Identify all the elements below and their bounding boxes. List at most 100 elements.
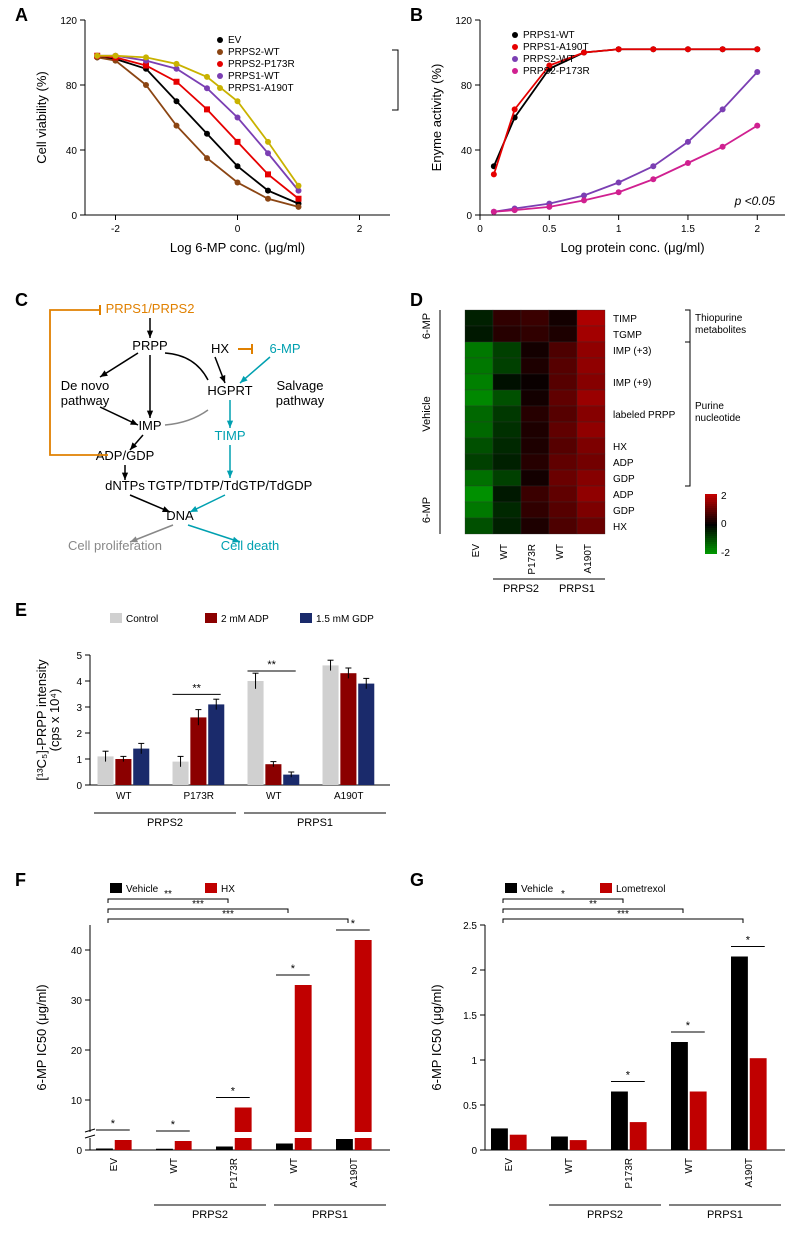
svg-text:PRPP: PRPP xyxy=(132,338,167,353)
svg-text:*: * xyxy=(291,963,296,975)
svg-text:PRPS1-A190T: PRPS1-A190T xyxy=(523,42,589,53)
svg-text:pathway: pathway xyxy=(61,393,110,408)
svg-text:metabolites: metabolites xyxy=(695,325,746,336)
svg-text:0: 0 xyxy=(76,781,82,792)
svg-text:Cell death: Cell death xyxy=(221,538,280,553)
svg-text:*: * xyxy=(626,1070,631,1082)
svg-text:2: 2 xyxy=(471,966,477,977)
svg-text:2: 2 xyxy=(754,224,760,235)
svg-text:*: * xyxy=(171,1119,176,1131)
svg-text:dNTPs: dNTPs xyxy=(105,478,145,493)
svg-text:0: 0 xyxy=(477,224,483,235)
svg-text:HX: HX xyxy=(211,341,229,356)
svg-text:PRPS2-WT: PRPS2-WT xyxy=(523,54,575,65)
svg-text:EV: EV xyxy=(228,35,242,46)
svg-text:P173R: P173R xyxy=(183,791,214,802)
svg-text:HGPRT: HGPRT xyxy=(207,383,252,398)
svg-text:0: 0 xyxy=(71,211,77,222)
svg-text:6-MP: 6-MP xyxy=(269,341,300,356)
svg-text:0: 0 xyxy=(466,211,472,222)
svg-text:EV: EV xyxy=(109,1158,120,1172)
svg-text:HX: HX xyxy=(613,442,627,453)
svg-text:Log protein conc. (μg/ml): Log protein conc. (μg/ml) xyxy=(560,240,704,255)
svg-text:PRPS1/PRPS2: PRPS1/PRPS2 xyxy=(106,301,195,316)
svg-text:Salvage: Salvage xyxy=(277,378,324,393)
svg-text:2: 2 xyxy=(357,224,363,235)
svg-text:*: * xyxy=(746,935,751,947)
svg-text:(cps x 10⁴): (cps x 10⁴) xyxy=(47,689,62,752)
svg-text:Control: Control xyxy=(126,614,158,625)
svg-text:-2: -2 xyxy=(111,224,120,235)
panel-c-diagram: PRPS1/PRPS2PRPPDe novopathwayIMPADP/GDPd… xyxy=(30,295,400,595)
svg-text:pathway: pathway xyxy=(276,393,325,408)
svg-text:80: 80 xyxy=(66,81,78,92)
svg-text:PRPS2-WT: PRPS2-WT xyxy=(228,47,280,58)
svg-text:*: * xyxy=(686,1020,691,1032)
svg-text:3: 3 xyxy=(76,703,82,714)
svg-text:*: * xyxy=(111,1118,116,1130)
svg-text:*: * xyxy=(561,889,565,900)
figure-root: A -20204080120Log 6-MP conc. (μg/ml)Cell… xyxy=(0,0,800,1260)
svg-text:6-MP IC50 (μg/ml): 6-MP IC50 (μg/ml) xyxy=(34,984,49,1090)
svg-text:0.5: 0.5 xyxy=(463,1101,477,1112)
svg-text:1: 1 xyxy=(616,224,622,235)
svg-text:4: 4 xyxy=(76,677,82,688)
svg-text:**: ** xyxy=(589,899,597,910)
svg-text:A190T: A190T xyxy=(744,1158,755,1187)
panel-f-chart: 0102030406-MP IC50 (μg/ml)*EV*WT*P173R*W… xyxy=(30,875,400,1245)
svg-text:80: 80 xyxy=(461,81,473,92)
svg-text:2 mM ADP: 2 mM ADP xyxy=(221,614,269,625)
svg-text:*: * xyxy=(351,918,356,930)
svg-text:P173R: P173R xyxy=(624,1158,635,1189)
svg-text:1: 1 xyxy=(76,755,82,766)
svg-text:WT: WT xyxy=(499,544,510,560)
svg-text:labeled PRPP: labeled PRPP xyxy=(613,410,676,421)
svg-text:WT: WT xyxy=(684,1158,695,1174)
panel-b-chart: 00.511.5204080120Log protein conc. (μg/m… xyxy=(425,10,795,270)
svg-text:A190T: A190T xyxy=(334,791,363,802)
svg-text:PRPS2: PRPS2 xyxy=(192,1209,228,1221)
svg-text:Vehicle: Vehicle xyxy=(126,884,159,895)
svg-text:DNA: DNA xyxy=(166,508,194,523)
svg-text:ADP: ADP xyxy=(613,490,634,501)
svg-text:PRPS1: PRPS1 xyxy=(559,583,595,595)
svg-text:PRPS1-A190T: PRPS1-A190T xyxy=(228,83,294,94)
svg-text:WT: WT xyxy=(266,791,282,802)
svg-text:De novo: De novo xyxy=(61,378,109,393)
svg-text:WT: WT xyxy=(169,1158,180,1174)
svg-text:A190T: A190T xyxy=(349,1158,360,1187)
panel-g-chart: 00.511.522.56-MP IC50 (μg/ml)EVWT*P173R*… xyxy=(425,875,795,1245)
svg-text:P173R: P173R xyxy=(527,544,538,575)
svg-text:40: 40 xyxy=(71,946,83,957)
panel-b-label: B xyxy=(410,5,423,26)
svg-text:PRPS2: PRPS2 xyxy=(147,817,183,829)
svg-text:2: 2 xyxy=(721,491,727,502)
svg-text:nucleotide: nucleotide xyxy=(695,413,741,424)
svg-text:PRPS1: PRPS1 xyxy=(707,1209,743,1221)
svg-text:**: ** xyxy=(267,659,276,671)
svg-text:PRPS1: PRPS1 xyxy=(312,1209,348,1221)
svg-text:PRPS2: PRPS2 xyxy=(587,1209,623,1221)
panel-f-label: F xyxy=(15,870,26,891)
panel-a-chart: -20204080120Log 6-MP conc. (μg/ml)Cell v… xyxy=(30,10,400,270)
panel-d-heatmap: TIMPTGMP6-MPThiopurinemetabolitesIMP (+3… xyxy=(410,300,800,680)
svg-text:**: ** xyxy=(192,682,201,694)
svg-text:IMP (+3): IMP (+3) xyxy=(613,346,651,357)
svg-text:TGMP: TGMP xyxy=(613,330,642,341)
svg-text:PRPS2: PRPS2 xyxy=(503,583,539,595)
panel-g-label: G xyxy=(410,870,424,891)
svg-text:40: 40 xyxy=(66,146,78,157)
svg-text:1.5 mM GDP: 1.5 mM GDP xyxy=(316,614,374,625)
svg-text:***: *** xyxy=(222,909,234,920)
svg-text:EV: EV xyxy=(504,1158,515,1172)
svg-text:6-MP IC50 (μg/ml): 6-MP IC50 (μg/ml) xyxy=(429,984,444,1090)
svg-text:GDP: GDP xyxy=(613,474,635,485)
svg-text:IMP (+9): IMP (+9) xyxy=(613,378,651,389)
svg-text:TIMP: TIMP xyxy=(214,428,245,443)
svg-text:Enyme activity (%): Enyme activity (%) xyxy=(429,64,444,172)
svg-text:A190T: A190T xyxy=(583,544,594,573)
svg-text:**: ** xyxy=(164,889,172,900)
svg-text:IMP: IMP xyxy=(138,418,161,433)
svg-text:WT: WT xyxy=(555,544,566,560)
svg-text:1.5: 1.5 xyxy=(681,224,695,235)
